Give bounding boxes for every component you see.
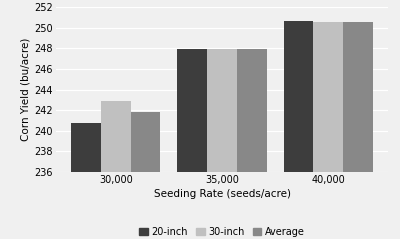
Bar [207, 49, 237, 172]
Bar [71, 123, 101, 172]
Legend: 20-inch, 30-inch, Average: 20-inch, 30-inch, Average [135, 223, 309, 239]
Bar [313, 22, 343, 172]
X-axis label: Seeding Rate (seeds/acre): Seeding Rate (seeds/acre) [154, 189, 290, 199]
Bar [237, 49, 267, 172]
Bar [284, 21, 313, 172]
Y-axis label: Corn Yield (bu/acre): Corn Yield (bu/acre) [20, 38, 30, 141]
Bar [177, 49, 207, 172]
Bar [343, 22, 373, 172]
Bar [101, 101, 131, 172]
Bar [131, 112, 160, 172]
